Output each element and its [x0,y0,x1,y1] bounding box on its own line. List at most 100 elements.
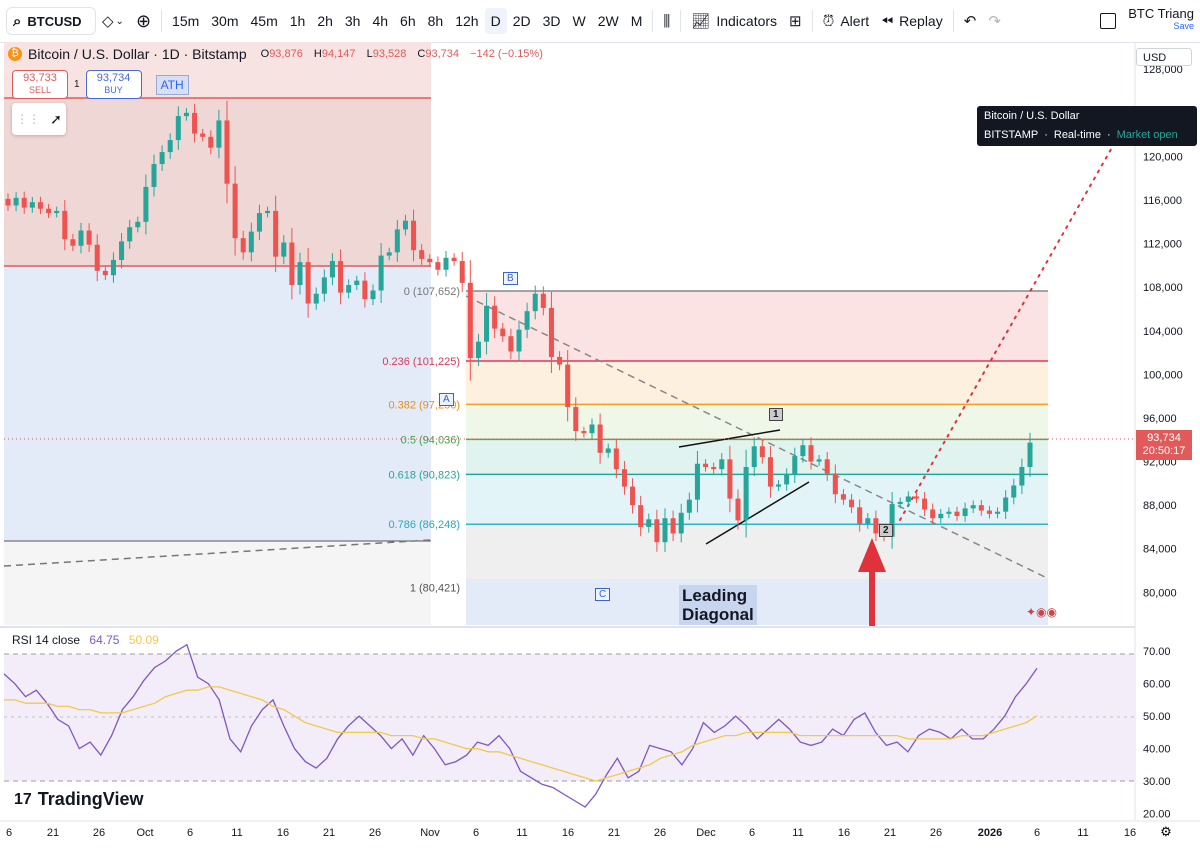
candle [338,261,344,293]
candle [94,244,100,271]
candle [735,498,741,521]
countdown-value: 20:50:17 [1142,445,1186,457]
time-tick-label: 26 [93,827,105,839]
tooltip-exchange: BITSTAMP [984,129,1039,141]
candle [930,509,936,519]
candle [127,227,133,242]
candle [232,183,238,239]
rsi-tick-label: 40.00 [1143,744,1171,756]
timeframe-8h[interactable]: 8h [427,13,444,29]
candle [986,510,992,514]
timeframe-2w[interactable]: 2W [597,13,619,29]
symbol-search[interactable]: ⌕ BTCUSD [6,7,96,35]
candle [1019,466,1025,486]
ohlc-values: O93,876 H94,147 L93,528 C93,734 −142 (−0… [260,48,543,60]
alert-label: Alert [840,13,870,29]
timeframe-30m[interactable]: 30m [211,13,239,29]
rsi-tick-label: 50.00 [1143,711,1171,723]
currency-select[interactable]: USD [1136,48,1192,66]
timeframe-1h[interactable]: 1h [289,13,306,29]
settings-icon[interactable]: ⚙ [1160,824,1172,839]
candle [646,519,652,527]
candle [662,518,668,543]
candle [451,257,457,262]
drag-handle-icon: ⋮⋮ [16,112,41,126]
rsi-tick-label: 20.00 [1143,809,1171,821]
candle [548,307,554,357]
redo-button[interactable]: ↷ [982,0,1007,42]
candle [573,407,579,432]
layout-save[interactable]: BTC Triang Save [1100,6,1194,31]
rsi-axis[interactable]: 20.00 30.00 40.00 50.00 60.00 70.00 [1143,646,1171,820]
candle [500,328,506,337]
fib-level-label: 0.786 (86,248) [388,519,460,531]
tooltip-mode: Real-time [1053,129,1101,141]
time-tick-label: 6 [1034,827,1040,839]
timeframe-3h[interactable]: 3h [344,13,361,29]
candle [5,198,11,206]
candle [62,210,68,240]
candle [589,424,595,434]
candle [216,120,222,148]
timeframe-12h[interactable]: 12h [455,13,479,29]
timeframe-m[interactable]: M [630,13,643,29]
diagonal-upper [678,429,781,448]
rsi-line [3,643,1038,808]
candle [224,120,230,184]
alert-button[interactable]: ⏰︎ Alert [817,0,876,42]
candle [362,280,368,300]
candle [281,242,287,257]
time-tick-label: 6 [473,827,479,839]
timeframe-15m[interactable]: 15m [172,13,200,29]
sell-button[interactable]: 93,733 SELL [12,70,68,99]
candle [913,496,919,499]
wave-label-a: A [439,393,454,406]
candles [5,100,1033,552]
indicators-icon: 📈︎ [691,13,711,30]
candle [427,258,433,263]
time-tick-label: 26 [654,827,666,839]
layout-name: BTC Triang [1128,6,1194,21]
last-price-value: 93,734 [1147,432,1181,444]
candle [597,424,603,453]
templates-button[interactable]: ⊞ [783,0,808,42]
compare-button[interactable]: ⊕ [130,0,157,42]
rsi-legend: RSI 14 close 64.75 50.09 [12,633,159,647]
chart-type-button[interactable]: ⫼ [657,0,676,42]
symbol-label: BTCUSD [27,13,82,29]
cursor-tool-box[interactable]: ⋮⋮ ➚ [12,103,66,135]
upper-zone [4,98,431,266]
candle [200,133,206,137]
time-tick-label: 11 [516,827,527,839]
candle [54,210,60,214]
fib-level-label: 0.5 (94,036) [401,434,460,446]
timeframe-2d[interactable]: 2D [512,13,531,29]
events-icon[interactable]: ✦◉◉ [1026,605,1057,619]
tooltip-status: Market open [1116,129,1178,141]
timeframe-4h[interactable]: 4h [372,13,389,29]
candle [443,257,449,270]
candle [411,220,417,251]
timeframe-6h[interactable]: 6h [400,13,416,29]
spread-value: 1 [74,79,80,90]
indicators-button[interactable]: 📈︎ Indicators [685,0,783,42]
timeframe-w[interactable]: W [572,13,586,29]
timeframe-3d[interactable]: 3D [542,13,561,29]
timeframe-45m[interactable]: 45m [250,13,278,29]
undo-button[interactable]: ↶ [958,0,983,42]
time-tick-label: 16 [277,827,289,839]
replay-button[interactable]: ⏪︎ Replay [875,0,949,42]
legend-title: Bitcoin / U.S. Dollar · 1D · Bitstamp [28,46,247,62]
time-axis[interactable]: 6 21 26 Oct 6 11 16 21 26 Nov 6 11 16 21 26 Dec 6 11 16 21 2… [6,827,1136,839]
timeframe-d[interactable]: D [484,8,507,34]
symbol-tools[interactable]: ◇ ⌄ [96,0,130,42]
candle [630,486,636,506]
price-tick-label: 88,000 [1143,500,1177,512]
candle [970,505,976,509]
candle [110,259,116,276]
tv-brand-text: TradingView [37,789,144,809]
timeframe-2h[interactable]: 2h [317,13,333,29]
buy-button[interactable]: 93,734 BUY [85,70,142,99]
price-tick-label: 84,000 [1143,544,1177,556]
candle [102,270,108,276]
